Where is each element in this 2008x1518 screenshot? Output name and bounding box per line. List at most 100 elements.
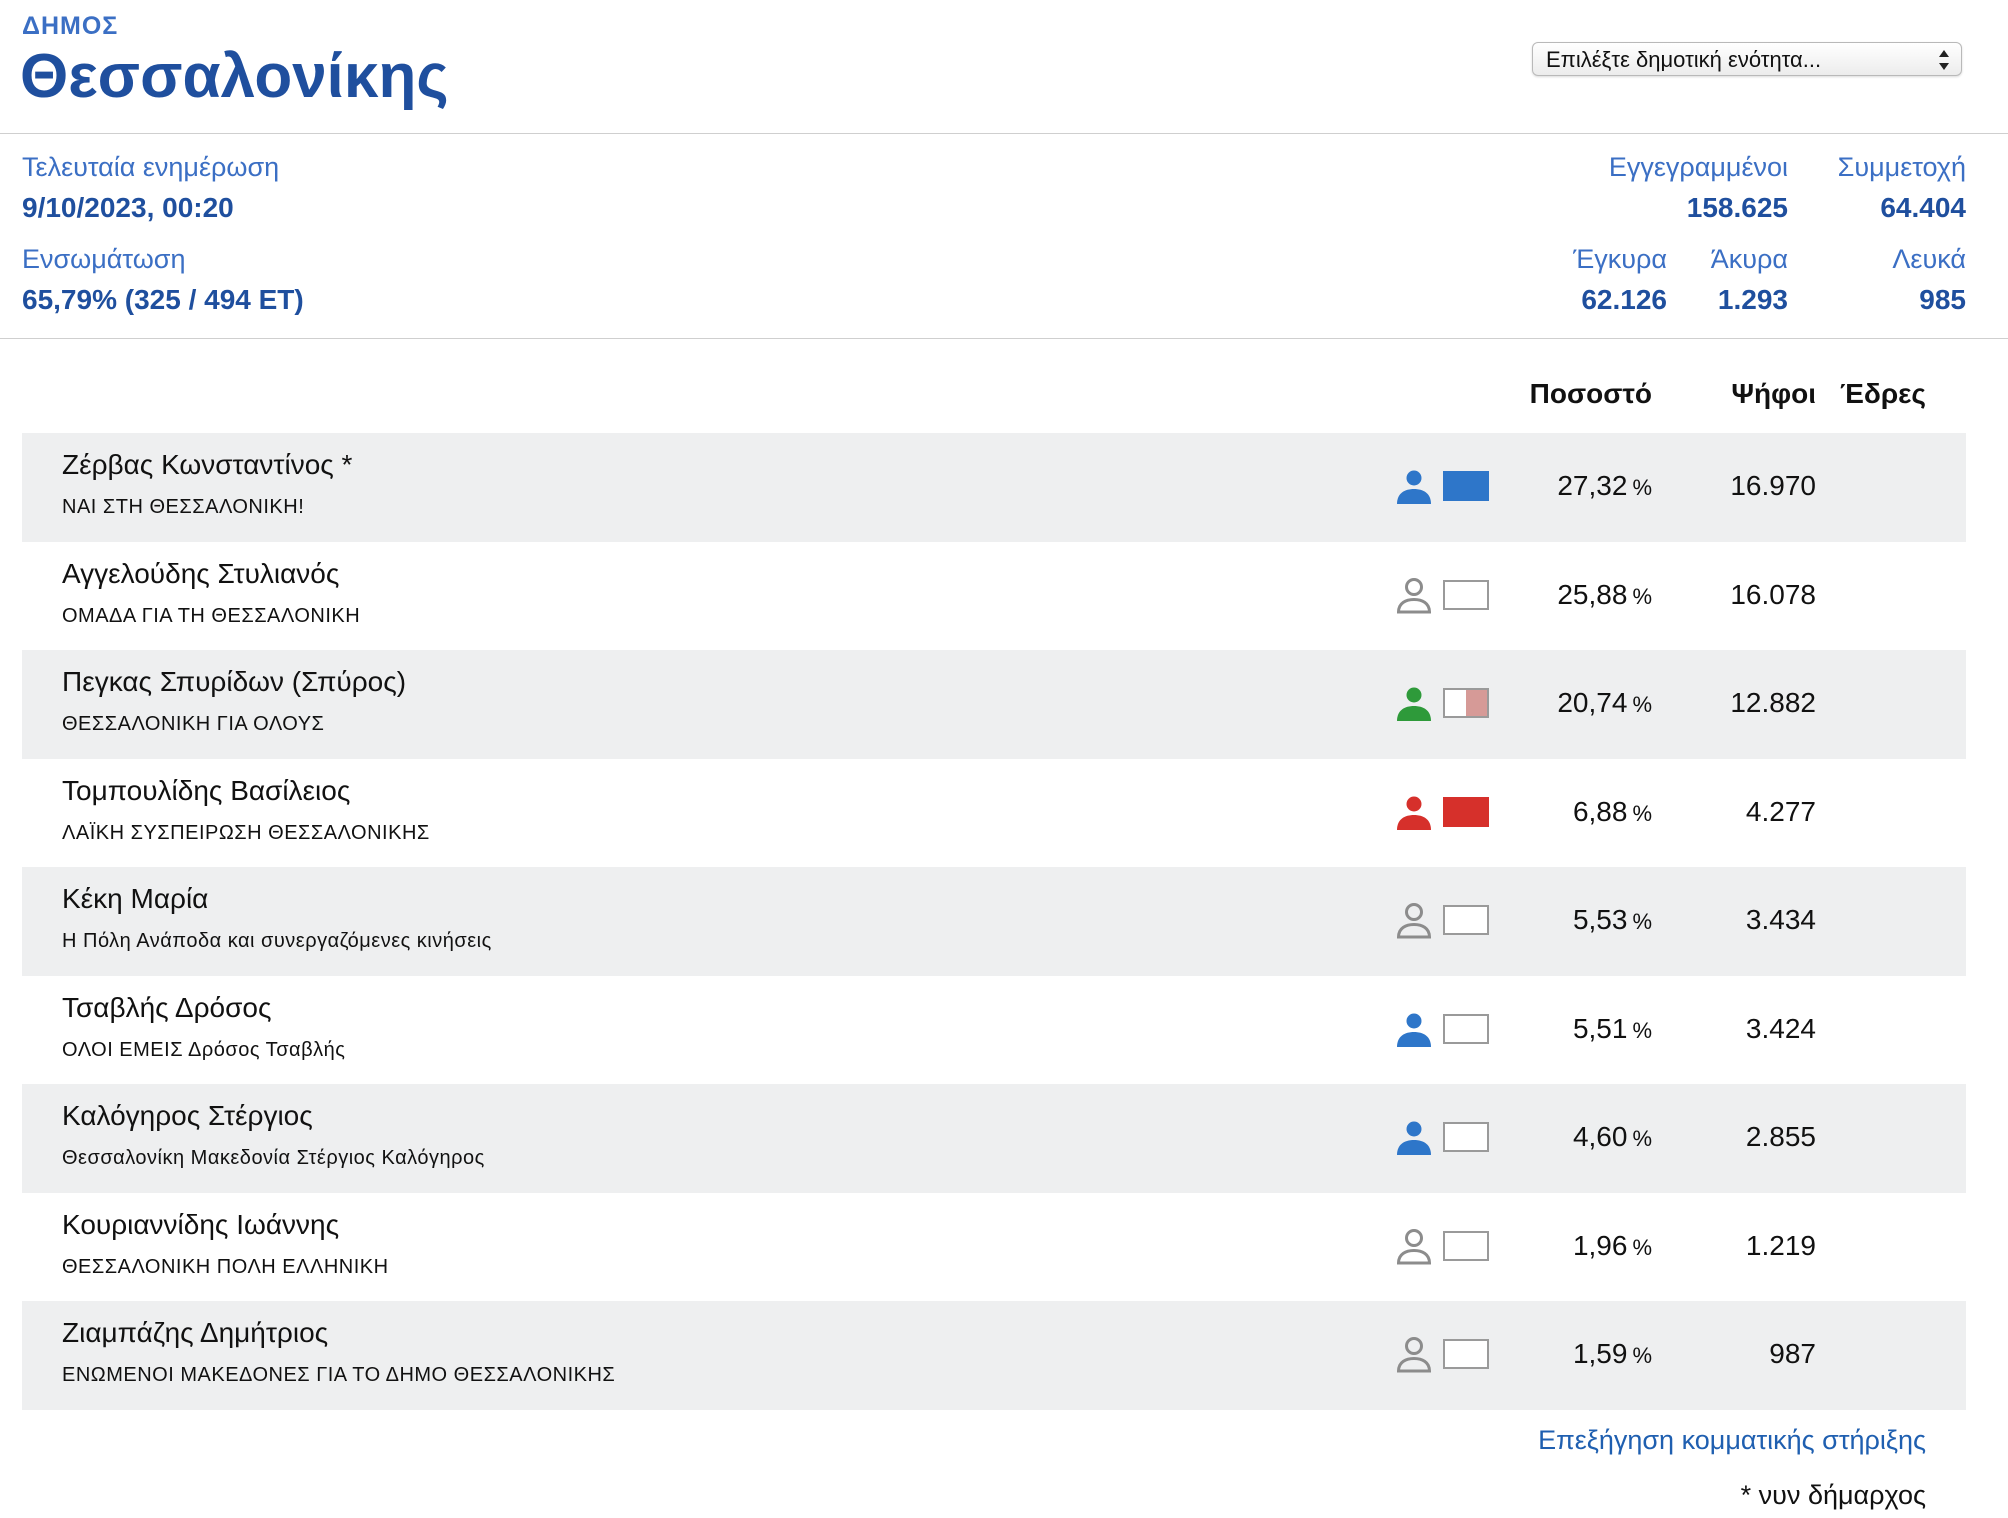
candidate-name: Τσαβλής Δρόσος xyxy=(62,991,272,1023)
support-explanation-link[interactable]: Επεξήγηση κομματικής στήριξης xyxy=(1538,1425,1926,1455)
percent-unit: % xyxy=(1632,909,1652,934)
candidate-votes: 4.277 xyxy=(1745,795,1816,827)
candidate-name: Ζέρβας Κωνσταντίνος * xyxy=(62,449,353,480)
percent-unit: % xyxy=(1632,692,1652,717)
candidate-votes: 1.219 xyxy=(1745,1229,1816,1261)
valid-label: Έγκυρα xyxy=(1573,244,1667,274)
candidate-name: Πεγκας Σπυρίδων (Σπύρος) xyxy=(62,666,407,697)
unit-select-value: Επιλέξτε δημοτική ενότητα... xyxy=(1546,47,1822,72)
party-support-box xyxy=(1443,1122,1489,1152)
registered-value: 158.625 xyxy=(1686,192,1788,223)
invalid-value: 1.293 xyxy=(1717,284,1788,315)
person-icon xyxy=(1396,577,1432,613)
registered-label: Εγγεγραμμένοι xyxy=(1608,152,1788,182)
candidate-row[interactable]: Κουριαννίδης Ιωάννης ΘΕΣΣΑΛΟΝΙΚΗ ΠΟΛΗ ΕΛΛ… xyxy=(22,1193,1966,1302)
candidate-percent: 27,32% xyxy=(1557,470,1652,502)
party-support-fill xyxy=(1445,690,1466,716)
candidate-name: Ζιαμπάζης Δημήτριος xyxy=(62,1317,329,1348)
candidate-row[interactable]: Αγγελούδης Στυλιανός ΟΜΑΔΑ ΓΙΑ ΤΗ ΘΕΣΣΑΛΟ… xyxy=(22,542,1966,651)
candidate-percent: 20,74% xyxy=(1557,687,1652,719)
party-support-fill xyxy=(1445,473,1487,499)
last-update-label: Τελευταία ενημέρωση xyxy=(22,152,280,182)
person-icon xyxy=(1396,1337,1432,1373)
party-support-box xyxy=(1443,796,1489,827)
percent-value: 27,32 xyxy=(1557,470,1628,501)
candidate-name: Κουριαννίδης Ιωάννης xyxy=(62,1208,340,1240)
candidate-row[interactable]: Ζέρβας Κωνσταντίνος * ΝΑΙ ΣΤΗ ΘΕΣΣΑΛΟΝΙΚΗ… xyxy=(22,433,1966,542)
party-support-fill xyxy=(1466,690,1487,716)
party-support-box xyxy=(1443,1013,1489,1044)
percent-unit: % xyxy=(1632,475,1652,500)
party-support-box xyxy=(1443,471,1489,501)
candidate-percent: 1,96% xyxy=(1573,1230,1652,1262)
person-icon xyxy=(1396,903,1432,939)
candidate-name: Τομπουλίδης Βασίλειος xyxy=(62,774,351,806)
party-support-box xyxy=(1443,1339,1489,1369)
candidate-row[interactable]: Τομπουλίδης Βασίλειος ΛΑΪΚΗ ΣΥΣΠΕΙΡΩΣΗ ΘΕ… xyxy=(22,759,1966,868)
percent-unit: % xyxy=(1632,1343,1652,1368)
incorporation-value: 65,79% (325 / 494 ΕΤ) xyxy=(22,284,304,315)
candidate-votes: 2.855 xyxy=(1745,1121,1816,1152)
candidate-row[interactable]: Τσαβλής Δρόσος ΟΛΟΙ ΕΜΕΙΣ Δρόσος Τσαβλής 5… xyxy=(22,976,1966,1085)
candidate-row[interactable]: Πεγκας Σπυρίδων (Σπύρος) ΘΕΣΣΑΛΟΝΙΚΗ ΓΙΑ … xyxy=(22,650,1966,759)
percent-value: 5,51 xyxy=(1572,1012,1628,1044)
candidate-votes: 16.970 xyxy=(1730,470,1816,501)
percent-unit: % xyxy=(1632,1017,1652,1043)
candidate-party: ΛΑΪΚΗ ΣΥΣΠΕΙΡΩΣΗ ΘΕΣΣΑΛΟΝΙΚΗΣ xyxy=(62,821,430,844)
party-support-fill xyxy=(1445,798,1487,825)
col-header-percent: Ποσοστό xyxy=(1529,378,1652,409)
person-icon xyxy=(1397,1121,1431,1155)
select-arrows-icon xyxy=(1939,50,1949,70)
percent-value: 1,59 xyxy=(1572,1338,1628,1369)
candidate-percent: 6,88% xyxy=(1573,796,1652,828)
stats-panel: Τελευταία ενημέρωση 9/10/2023, 00:20 Ενσ… xyxy=(0,134,2008,339)
candidate-party: ΝΑΙ ΣΤΗ ΘΕΣΣΑΛΟΝΙΚΗ! xyxy=(62,496,305,518)
incumbent-note: * νυν δήμαρχος xyxy=(1740,1480,1926,1510)
page-title: Θεσσαλονίκης xyxy=(20,42,449,111)
candidate-percent: 1,59% xyxy=(1573,1338,1652,1370)
blank-label: Λευκά xyxy=(1892,244,1966,274)
candidate-party: ΘΕΣΣΑΛΟΝΙΚΗ ΓΙΑ ΟΛΟΥΣ xyxy=(62,713,325,735)
percent-unit: % xyxy=(1632,583,1652,609)
candidate-votes: 16.078 xyxy=(1730,578,1816,610)
candidate-row[interactable]: Κέκη Μαρία Η Πόλη Ανάποδα και συνεργαζόμε… xyxy=(22,867,1966,976)
person-icon xyxy=(1397,796,1431,830)
candidate-votes: 3.434 xyxy=(1745,904,1816,935)
percent-value: 25,88 xyxy=(1557,578,1628,610)
percent-unit: % xyxy=(1632,1126,1652,1151)
party-support-box xyxy=(1443,579,1489,610)
unit-select[interactable]: Επιλέξτε δημοτική ενότητα... xyxy=(1532,42,1962,76)
percent-value: 6,88 xyxy=(1572,795,1628,827)
blank-value: 985 xyxy=(1919,284,1966,315)
municipality-kind: ΔΗΜΟΣ xyxy=(22,12,119,40)
person-icon xyxy=(1397,470,1431,504)
percent-value: 5,53 xyxy=(1572,904,1628,935)
candidate-votes: 3.424 xyxy=(1745,1012,1816,1044)
col-header-seats: Έδρες xyxy=(1839,378,1926,409)
percent-unit: % xyxy=(1632,800,1652,826)
candidate-row[interactable]: Ζιαμπάζης Δημήτριος ΕΝΩΜΕΝΟΙ ΜΑΚΕΔΟΝΕΣ ΓΙ… xyxy=(22,1301,1966,1410)
col-header-votes: Ψήφοι xyxy=(1731,378,1816,409)
candidate-party: Η Πόλη Ανάποδα και συνεργαζόμενες κινήσε… xyxy=(62,930,492,952)
candidate-percent: 25,88% xyxy=(1557,579,1652,611)
incorporation-label: Ενσωμάτωση xyxy=(22,244,186,274)
person-icon xyxy=(1397,687,1431,721)
party-support-box xyxy=(1443,688,1489,718)
candidate-percent: 4,60% xyxy=(1573,1121,1652,1153)
invalid-label: Άκυρα xyxy=(1710,244,1788,274)
last-update-value: 9/10/2023, 00:20 xyxy=(22,192,234,223)
percent-value: 1,96 xyxy=(1572,1229,1628,1261)
candidate-votes: 987 xyxy=(1769,1338,1816,1369)
candidate-row[interactable]: Καλόγηρος Στέργιος Θεσσαλονίκη Μακεδονία … xyxy=(22,1084,1966,1193)
page-header: ΔΗΜΟΣ Θεσσαλονίκης Επιλέξτε δημοτική ενό… xyxy=(0,0,2008,134)
candidate-party: ΟΛΟΙ ΕΜΕΙΣ Δρόσος Τσαβλής xyxy=(62,1038,346,1061)
party-support-box xyxy=(1443,1230,1489,1261)
candidate-party: ΕΝΩΜΕΝΟΙ ΜΑΚΕΔΟΝΕΣ ΓΙΑ ΤΟ ΔΗΜΟ ΘΕΣΣΑΛΟΝΙ… xyxy=(62,1364,616,1386)
candidate-name: Αγγελούδης Στυλιανός xyxy=(62,557,340,589)
party-support-box xyxy=(1443,905,1489,935)
candidate-votes: 12.882 xyxy=(1730,687,1816,718)
candidate-percent: 5,53% xyxy=(1573,904,1652,936)
percent-value: 4,60 xyxy=(1572,1121,1628,1152)
percent-unit: % xyxy=(1632,1234,1652,1260)
person-icon xyxy=(1396,1228,1432,1264)
